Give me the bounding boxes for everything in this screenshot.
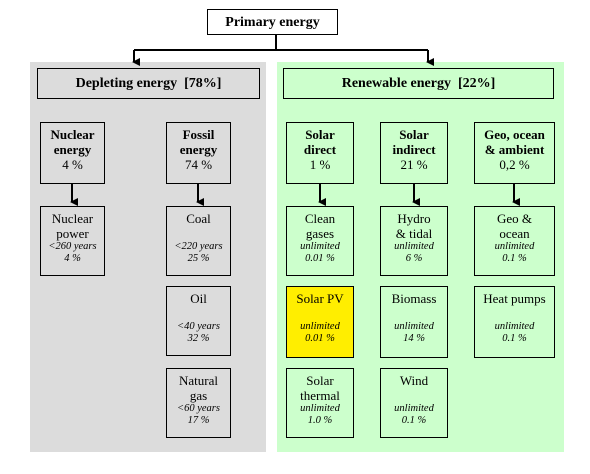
primary-energy-title: Primary energy (207, 9, 338, 35)
solar-thermal-name-1: Solar (306, 373, 334, 388)
wind-share: 0.1 % (401, 415, 427, 426)
solar-pv-availability: unlimited (300, 321, 340, 332)
hydro-tidal-availability: unlimited (394, 241, 434, 252)
natural-gas-share: 17 % (187, 415, 210, 426)
biomass-share: 14 % (403, 333, 425, 344)
wind-box: Wind unlimited 0.1 % (380, 368, 448, 438)
depleting-share: [78%] (184, 76, 222, 91)
heat-pumps-box: Heat pumps unlimited 0.1 % (474, 286, 555, 358)
solar-indirect-box: Solar indirect 21 % (380, 122, 448, 184)
wind-availability: unlimited (394, 403, 434, 414)
fossil-energy-name-1: Fossil (182, 127, 215, 142)
coal-share: 25 % (187, 253, 210, 264)
solar-thermal-name-2: thermal (300, 388, 340, 403)
solar-indirect-percent: 21 % (400, 157, 428, 172)
solar-direct-percent: 1 % (309, 157, 331, 172)
clean-gases-share: 0.01 % (305, 253, 335, 264)
wind-name: Wind (399, 373, 429, 388)
solar-direct-name-1: Solar (305, 127, 335, 142)
geo-ocean-share: 0.1 % (502, 253, 527, 264)
hydro-tidal-share: 6 % (405, 253, 423, 264)
geo-ocean-ambient-box: Geo, ocean & ambient 0,2 % (474, 122, 555, 184)
solar-direct-name-2: direct (303, 142, 337, 157)
primary-energy-label: Primary energy (225, 14, 320, 30)
hydro-tidal-box: Hydro & tidal unlimited 6 % (380, 206, 448, 276)
geo-ocean-availability: unlimited (494, 241, 535, 252)
oil-share: 32 % (187, 333, 210, 344)
geo-ocean-ambient-name-1: Geo, ocean (484, 127, 545, 142)
coal-box: Coal <220 years 25 % (166, 206, 231, 276)
nuclear-energy-name-1: Nuclear (50, 127, 95, 142)
heat-pumps-name: Heat pumps (483, 291, 546, 306)
clean-gases-availability: unlimited (300, 241, 340, 252)
nuclear-energy-box: Nuclear energy 4 % (40, 122, 105, 184)
solar-pv-share: 0.01 % (305, 333, 335, 344)
oil-box: Oil <40 years 32 % (166, 286, 231, 356)
solar-pv-name: Solar PV (296, 291, 344, 306)
fossil-energy-box: Fossil energy 74 % (166, 122, 231, 184)
geo-ocean-name-1: Geo & (496, 211, 533, 226)
coal-name: Coal (186, 211, 211, 226)
biomass-box: Biomass unlimited 14 % (380, 286, 448, 358)
solar-pv-box: Solar PV unlimited 0.01 % (286, 286, 354, 358)
natural-gas-box: Natural gas <60 years 17 % (166, 368, 231, 438)
nuclear-energy-name-2: energy (53, 142, 92, 157)
nuclear-power-name-2: power (56, 226, 89, 241)
nuclear-power-name-1: Nuclear (51, 211, 94, 226)
solar-thermal-share: 1.0 % (307, 415, 333, 426)
coal-years: <220 years (174, 241, 223, 252)
clean-gases-name-2: gases (305, 226, 335, 241)
geo-ocean-ambient-name-2: & ambient (484, 142, 545, 157)
fossil-energy-percent: 74 % (184, 157, 213, 172)
fossil-energy-name-2: energy (179, 142, 218, 157)
geo-ocean-ambient-percent: 0,2 % (499, 157, 530, 172)
clean-gases-box: Clean gases unlimited 0.01 % (286, 206, 354, 276)
renewable-header: Renewable energy [22%] (283, 68, 554, 99)
natural-gas-years: <60 years (177, 403, 220, 414)
natural-gas-name-2: gas (189, 388, 208, 403)
hydro-tidal-name-2: & tidal (395, 226, 433, 241)
biomass-name: Biomass (391, 291, 437, 306)
hydro-tidal-name-1: Hydro (397, 211, 431, 226)
solar-thermal-availability: unlimited (300, 403, 340, 414)
heat-pumps-availability: unlimited (494, 321, 535, 332)
solar-indirect-name-2: indirect (392, 142, 436, 157)
geo-ocean-name-2: ocean (499, 226, 530, 241)
depleting-header: Depleting energy [78%] (37, 68, 260, 99)
renewable-label: Renewable energy (341, 76, 451, 91)
oil-name: Oil (190, 291, 207, 306)
heat-pumps-share: 0.1 % (502, 333, 527, 344)
nuclear-power-years: <260 years (48, 241, 97, 252)
depleting-label: Depleting energy (75, 76, 178, 91)
solar-thermal-box: Solar thermal unlimited 1.0 % (286, 368, 354, 438)
nuclear-energy-percent: 4 % (62, 157, 83, 172)
nuclear-power-share: 4 % (64, 253, 81, 264)
oil-years: <40 years (177, 321, 220, 332)
solar-direct-box: Solar direct 1 % (286, 122, 354, 184)
solar-indirect-name-1: Solar (399, 127, 429, 142)
clean-gases-name-1: Clean (304, 211, 336, 226)
biomass-availability: unlimited (394, 321, 434, 332)
natural-gas-name-1: Natural (179, 373, 218, 388)
nuclear-power-box: Nuclear power <260 years 4 % (40, 206, 105, 276)
renewable-share: [22%] (457, 76, 496, 91)
geo-ocean-box: Geo & ocean unlimited 0.1 % (474, 206, 555, 276)
